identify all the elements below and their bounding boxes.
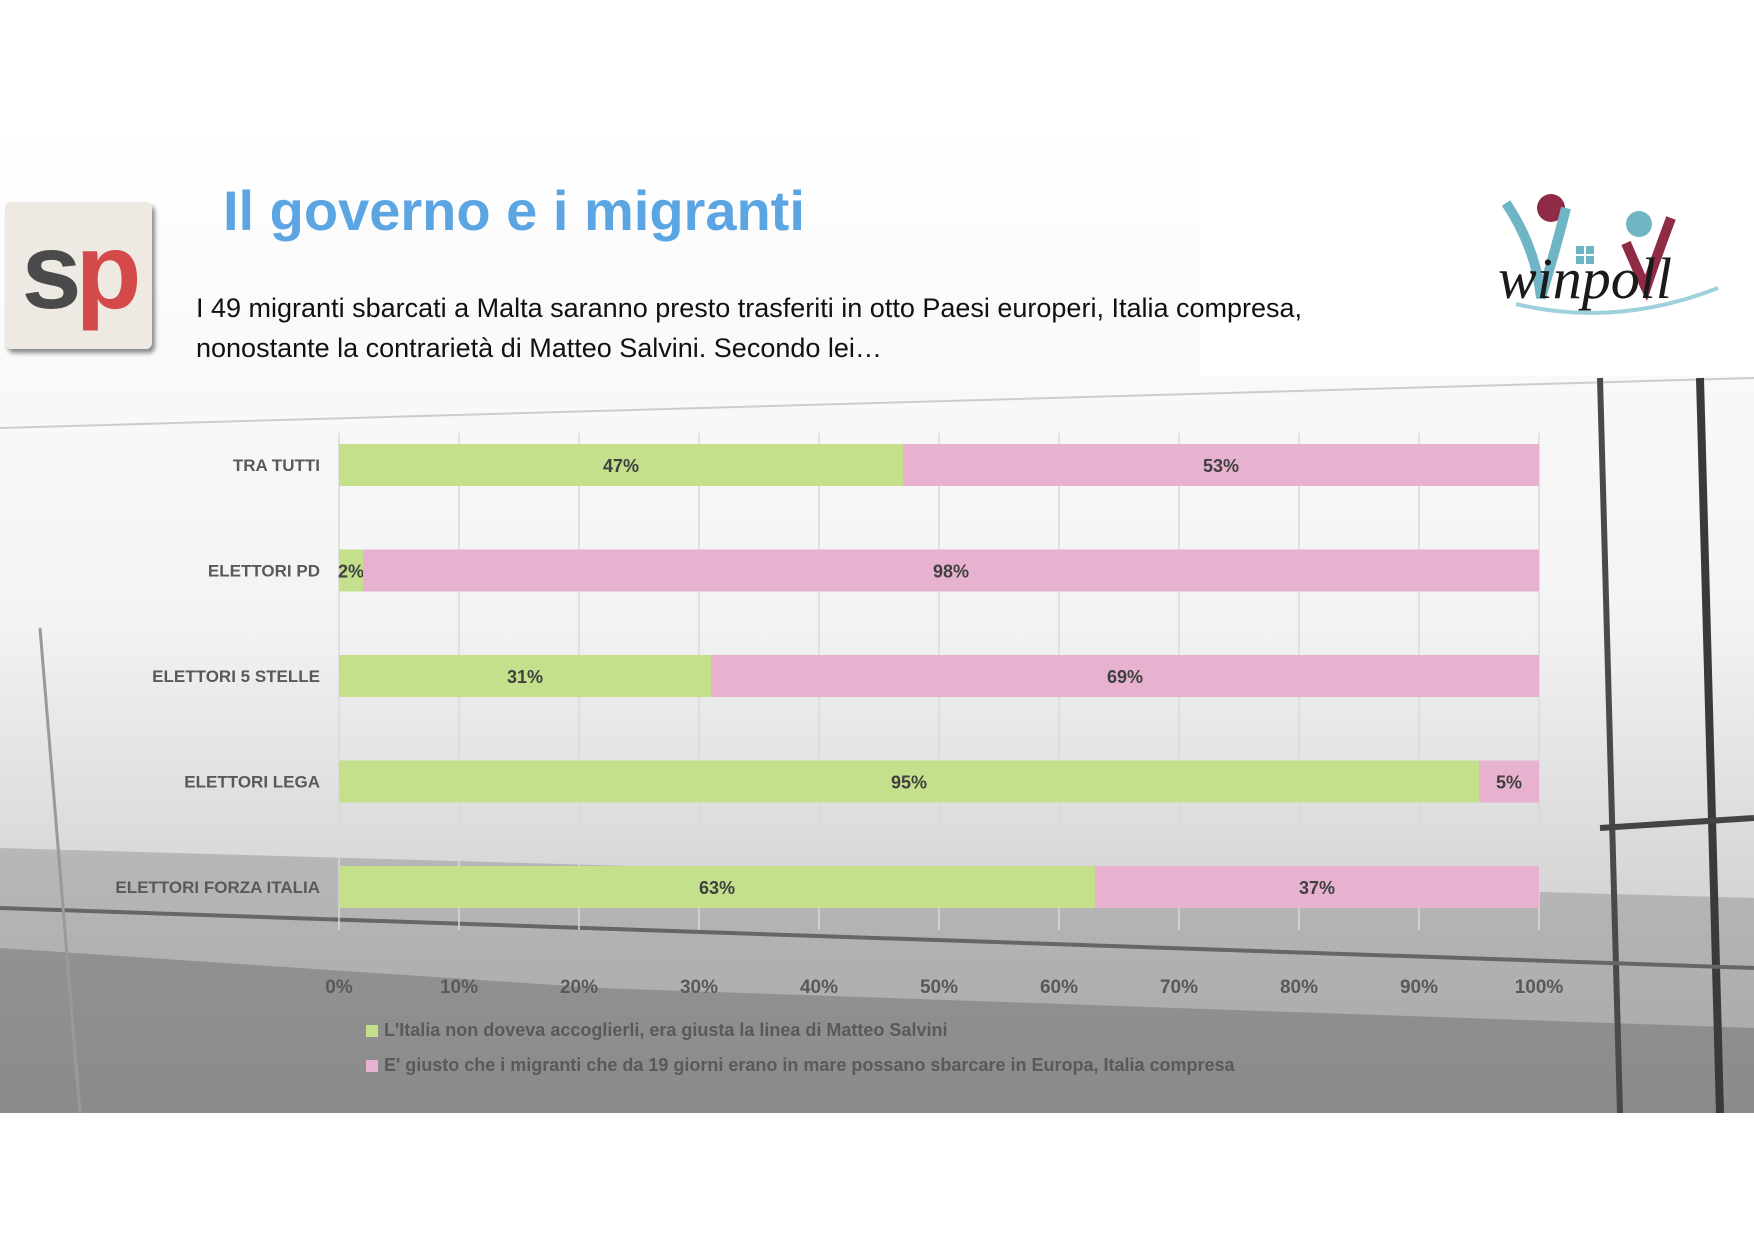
x-axis-ticks: 0% 10% 20% 30% 40% 50% 60% 70% 80% 90% 100% [325, 977, 1563, 998]
x-tick-label: 100% [1515, 977, 1564, 998]
bar-segment [1095, 866, 1539, 908]
bar-segment [903, 444, 1539, 486]
x-tick-label: 50% [920, 977, 958, 998]
legend-item-series-1: L'Italia non doveva accoglierli, era giu… [366, 1013, 1235, 1048]
slide-background [0, 128, 1754, 1113]
data-label: 98% [933, 562, 969, 582]
legend-swatch-series-1 [366, 1024, 378, 1037]
bar-segment [339, 655, 711, 697]
x-tick-label: 70% [1160, 977, 1198, 998]
bar-segment [339, 866, 1095, 908]
data-label: 5% [1496, 773, 1522, 793]
x-tick-label: 0% [325, 977, 353, 998]
winpoll-wordmark: winpoll [1498, 246, 1672, 311]
data-label: 2% [338, 562, 364, 582]
category-labels: TRA TUTTI ELETTORI PD ELETTORI 5 STELLE ELE… [115, 456, 320, 897]
bar-segment [711, 655, 1539, 697]
legend-swatch-series-2 [366, 1059, 378, 1072]
bars: 47% 53% 2% 98% 31% 69% 95% 5% 63% 37% [338, 444, 1539, 908]
data-label: 53% [1203, 456, 1239, 476]
bar-segment [339, 760, 1479, 803]
x-tick-label: 90% [1400, 977, 1438, 998]
category-label: ELETTORI LEGA [184, 773, 320, 792]
x-tick-label: 20% [560, 977, 598, 998]
legend-label-series-2: E' giusto che i migranti che da 19 giorn… [384, 1055, 1235, 1075]
bar-segment [339, 444, 903, 486]
poll-question: I 49 migranti sbarcati a Malta saranno p… [196, 293, 1303, 363]
winpoll-logo: winpoll [1498, 194, 1719, 315]
bar-segment [363, 549, 1539, 592]
legend-item-series-2: E' giusto che i migranti che da 19 giorn… [366, 1048, 1235, 1083]
category-label: ELETTORI PD [208, 562, 320, 581]
x-tick-label: 30% [680, 977, 718, 998]
category-label: ELETTORI FORZA ITALIA [115, 878, 320, 897]
data-label: 69% [1107, 667, 1143, 687]
x-tick-label: 10% [440, 977, 478, 998]
x-tick-label: 60% [1040, 977, 1078, 998]
data-label: 31% [507, 667, 543, 687]
data-label: 47% [603, 456, 639, 476]
data-label: 63% [699, 878, 735, 898]
x-tick-label: 40% [800, 977, 838, 998]
sp-logo: sp [5, 202, 152, 349]
chart-legend: L'Italia non doveva accoglierli, era giu… [366, 1013, 1235, 1083]
category-label: TRA TUTTI [233, 456, 320, 475]
data-label: 95% [891, 773, 927, 793]
bar-segment [339, 549, 363, 592]
x-tick-label: 80% [1280, 977, 1318, 998]
category-label: ELETTORI 5 STELLE [152, 667, 320, 686]
bar-segment [1479, 760, 1539, 803]
legend-label-series-1: L'Italia non doveva accoglierli, era giu… [384, 1020, 948, 1040]
data-label: 37% [1299, 878, 1335, 898]
page-title: Il governo e i migranti [223, 179, 805, 242]
